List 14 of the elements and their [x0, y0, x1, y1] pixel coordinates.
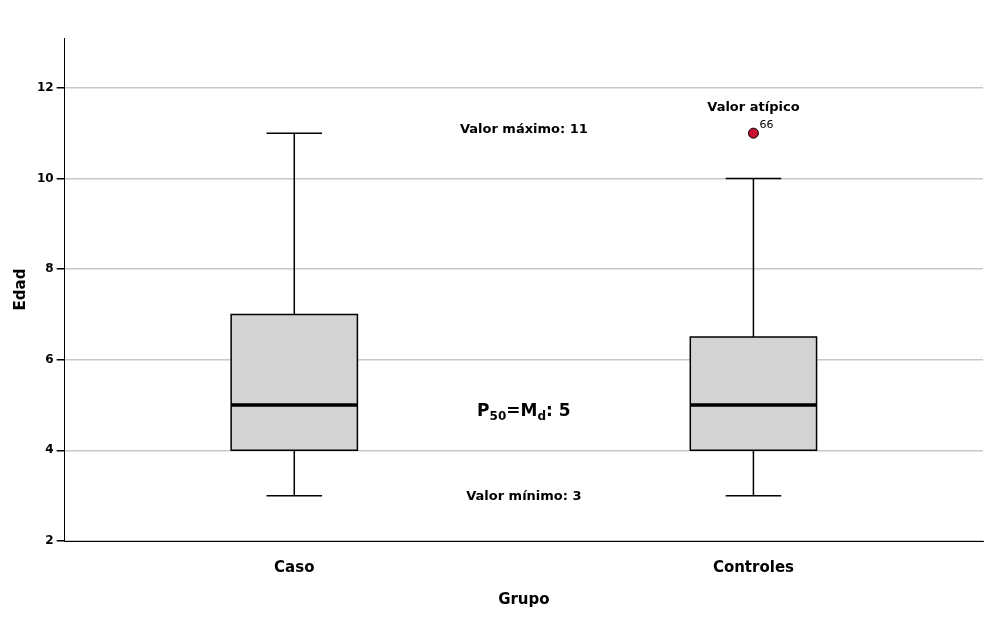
- x-tick-label: Controles: [712, 557, 795, 576]
- annotation: Valor mínimo: 3: [466, 487, 582, 503]
- y-tick-label: 2: [45, 533, 54, 548]
- y-tick-label: 6: [45, 351, 54, 366]
- x-axis-title: Grupo: [498, 589, 550, 608]
- y-tick-label: 12: [37, 79, 54, 94]
- annotation: Valor máximo: 11: [459, 120, 588, 136]
- y-tick-label: 10: [37, 170, 54, 185]
- y-axis-title: Edad: [10, 268, 29, 311]
- annotation: Valor atípico: [707, 99, 800, 115]
- y-tick-label: 8: [45, 261, 54, 276]
- y-tick-label: 4: [45, 442, 54, 457]
- annotation: 66: [759, 117, 774, 131]
- x-tick-label: Caso: [274, 557, 315, 576]
